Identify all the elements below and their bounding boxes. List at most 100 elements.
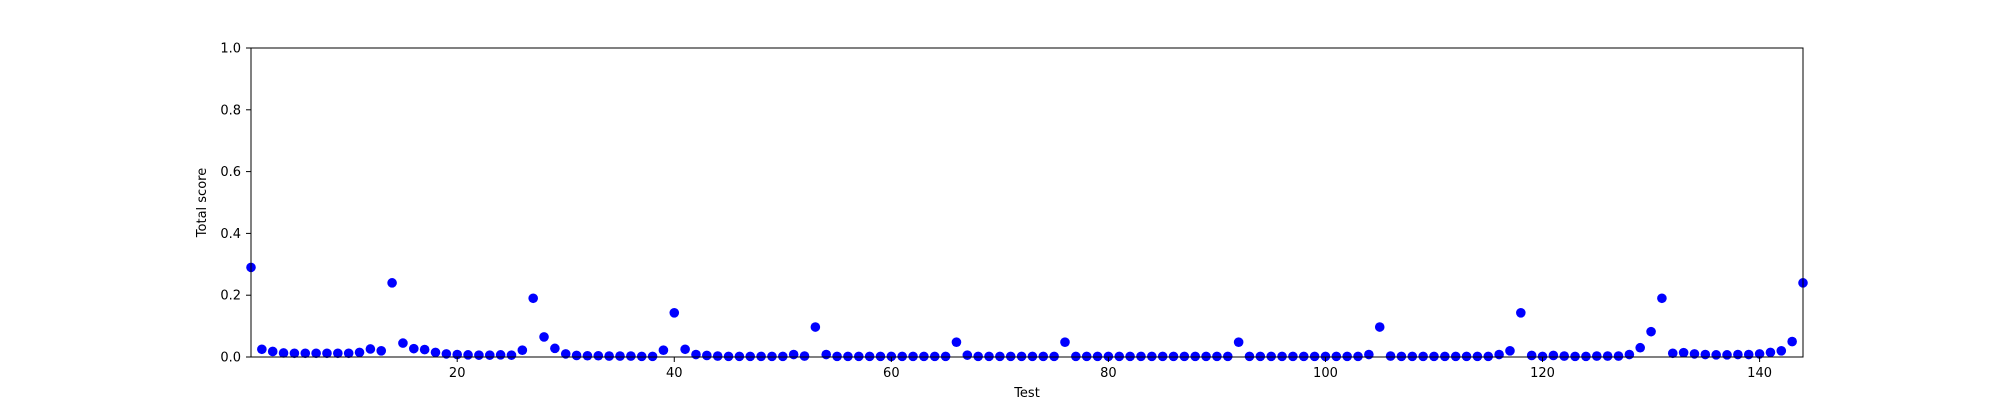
data-point (929, 351, 940, 362)
data-point (962, 350, 973, 360)
data-point (1201, 351, 1211, 362)
data-point (333, 348, 343, 359)
data-point (951, 337, 962, 347)
data-point (1440, 351, 1450, 362)
data-points (246, 262, 1808, 362)
data-point (463, 350, 473, 360)
data-point (1461, 351, 1472, 362)
data-point (1190, 351, 1201, 362)
data-point (311, 348, 321, 359)
data-point (1429, 351, 1439, 362)
data-point (1450, 351, 1461, 362)
data-point (1743, 349, 1754, 360)
data-point (1646, 326, 1656, 337)
data-point (354, 347, 365, 358)
data-point (1060, 337, 1070, 347)
data-point (1125, 351, 1135, 362)
data-point (799, 351, 810, 361)
data-point (1222, 351, 1233, 362)
data-point (647, 351, 658, 362)
data-point (1277, 351, 1287, 362)
data-point (832, 351, 842, 362)
data-point (973, 351, 983, 362)
data-point (1472, 351, 1483, 362)
data-point (550, 343, 560, 354)
y-axis-ticks: 0.0 0.2 0.4 0.6 0.8 1.0 (220, 42, 251, 366)
data-point (1027, 351, 1038, 362)
data-point (1092, 351, 1103, 362)
x-axis-label: Test (1013, 386, 1040, 400)
data-point (1157, 351, 1168, 362)
data-point (1678, 347, 1689, 358)
data-point (1374, 322, 1385, 332)
data-point (1016, 351, 1027, 362)
data-point (474, 350, 484, 360)
data-point (1787, 336, 1797, 347)
data-point (365, 344, 376, 354)
data-point (940, 351, 951, 362)
data-point (691, 349, 701, 360)
data-point (484, 350, 495, 360)
x-tick-label: 120 (1530, 366, 1555, 381)
data-point (495, 350, 506, 360)
data-point (560, 349, 571, 359)
data-point (1635, 342, 1645, 353)
data-point (734, 351, 745, 362)
data-point (745, 351, 756, 362)
data-point (995, 351, 1005, 362)
data-point (636, 351, 647, 362)
data-point (897, 351, 907, 362)
data-point (864, 351, 875, 362)
data-point (919, 351, 929, 362)
data-point (1309, 351, 1320, 362)
data-point (1179, 351, 1190, 362)
data-point (1516, 308, 1526, 318)
data-point (1689, 349, 1700, 359)
data-point (1537, 351, 1548, 362)
data-point (658, 345, 669, 356)
data-point (875, 351, 886, 362)
data-point (1657, 293, 1667, 304)
data-point (1038, 351, 1049, 362)
data-point (908, 351, 918, 362)
data-point (1754, 349, 1765, 359)
data-point (1114, 351, 1125, 362)
data-point (1418, 351, 1428, 362)
y-tick-label: 0.2 (220, 289, 241, 304)
data-point (528, 293, 538, 304)
data-point (1364, 349, 1374, 360)
data-point (1385, 351, 1396, 361)
data-point (506, 350, 517, 360)
y-tick-label: 1.0 (220, 42, 241, 57)
data-point (767, 351, 777, 362)
data-point (1722, 350, 1732, 360)
data-point (398, 338, 408, 348)
data-point (267, 346, 278, 357)
data-point (810, 322, 821, 332)
data-point (778, 351, 788, 362)
data-point (539, 332, 549, 342)
data-point (1505, 346, 1515, 356)
data-point (821, 349, 832, 360)
y-tick-label: 0.4 (220, 227, 241, 242)
data-point (1483, 351, 1494, 362)
data-point (1320, 351, 1331, 362)
data-point (1288, 351, 1298, 362)
data-point (257, 344, 267, 355)
data-point (1526, 350, 1537, 361)
data-point (723, 351, 734, 362)
data-point (1613, 351, 1624, 361)
data-point (1147, 351, 1157, 362)
data-point (1624, 349, 1635, 360)
data-point (1233, 337, 1244, 347)
data-point (409, 343, 419, 354)
data-point (300, 348, 311, 359)
data-point (1255, 351, 1266, 362)
data-point (843, 351, 853, 362)
data-point (1071, 351, 1081, 362)
y-tick-label: 0.6 (220, 165, 241, 180)
data-point (441, 349, 452, 359)
data-point (582, 350, 593, 361)
